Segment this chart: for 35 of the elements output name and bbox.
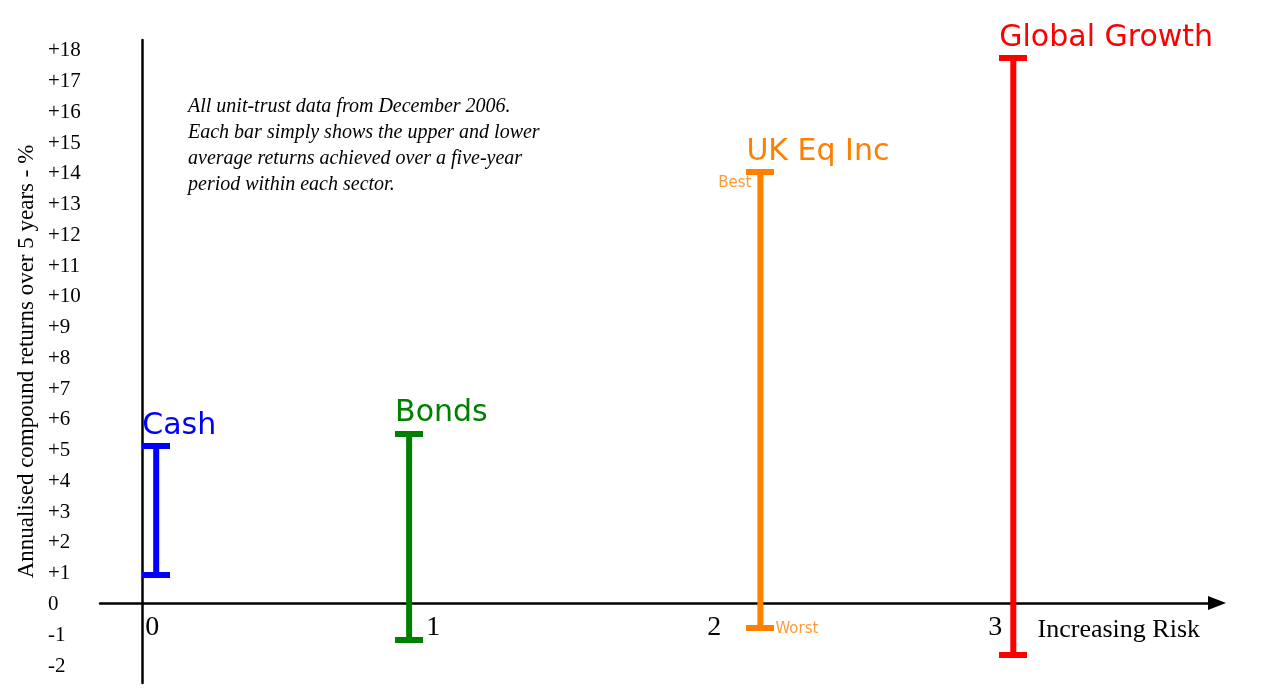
y-tick-label: +12: [48, 221, 81, 246]
y-tick-label: 0: [48, 591, 59, 616]
annotation: Best: [718, 173, 752, 192]
y-tick-label: +8: [48, 344, 71, 369]
x-axis-title: Increasing Risk: [1037, 613, 1201, 643]
bar: [757, 172, 764, 628]
y-tick-label: +1: [48, 560, 71, 585]
y-tick-label: +6: [48, 406, 71, 431]
series-label: Global Growth: [999, 17, 1214, 53]
y-tick-label: +16: [48, 98, 81, 123]
y-tick-label: +7: [48, 375, 71, 400]
x-tick-label: 1: [426, 609, 441, 641]
series-label: UK Eq Inc: [746, 131, 890, 167]
y-tick-label: +2: [48, 529, 71, 554]
y-tick-label: -2: [48, 652, 66, 677]
x-tick-label: 0: [145, 609, 160, 641]
y-tick-label: +4: [48, 467, 71, 492]
y-tick-label: -1: [48, 621, 66, 646]
y-tick-label: +17: [48, 68, 81, 92]
y-tick-label: +5: [48, 437, 71, 462]
annotation: Worst: [775, 618, 819, 637]
series-label: Bonds: [395, 393, 488, 429]
y-tick-label: +14: [48, 160, 82, 185]
y-tick-label: +10: [48, 283, 81, 308]
y-tick-label: +15: [48, 129, 81, 154]
y-tick-label: +18: [48, 37, 81, 62]
y-tick-label: +3: [48, 498, 71, 523]
x-tick-label: 3: [988, 609, 1003, 641]
y-tick-label: +11: [48, 252, 81, 277]
x-tick-label: 2: [707, 609, 722, 641]
annotation: All unit-trust data from December 2006. Each bar simply shows the upper and lower average returns achieved over a five-year period within each sector.: [186, 94, 540, 195]
y-axis-title: Annualised compound returns over 5 years - %: [13, 144, 39, 579]
series-label: Cash: [142, 405, 217, 441]
y-tick-label: +13: [48, 191, 81, 216]
y-tick-label: +9: [48, 314, 71, 339]
